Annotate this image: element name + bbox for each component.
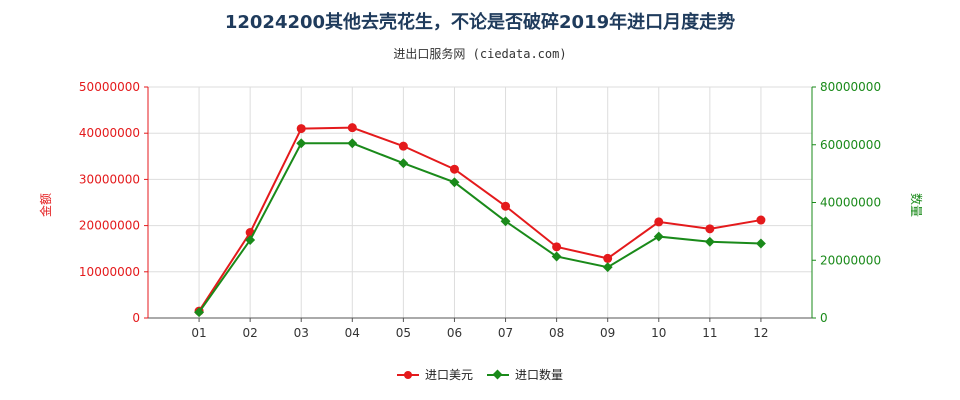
data-point-quantity	[551, 251, 562, 262]
data-point-amount	[501, 201, 511, 211]
x-tick-label: 05	[396, 326, 411, 340]
data-point-amount	[603, 253, 613, 263]
y-tick-label-right: 60000000	[820, 138, 881, 152]
y-tick-label-left: 0	[132, 311, 140, 325]
data-point-amount	[552, 242, 562, 252]
y-tick-label-right: 40000000	[820, 196, 881, 210]
data-point-amount	[398, 141, 408, 151]
x-tick-label: 08	[549, 326, 564, 340]
data-point-quantity	[602, 262, 613, 273]
legend-item-quantity[interactable]: 进口数量	[487, 366, 563, 383]
legend-line-amount	[397, 370, 419, 379]
y-tick-label-left: 50000000	[79, 80, 140, 94]
y-tick-label-left: 30000000	[79, 172, 140, 186]
data-point-quantity	[449, 177, 460, 188]
data-point-quantity	[245, 235, 256, 245]
legend: 进口美元 进口数量	[0, 366, 960, 386]
y-axis-title-left: 金额	[38, 193, 53, 217]
y-tick-label-left: 40000000	[79, 126, 140, 140]
x-tick-label: 10	[651, 326, 666, 340]
x-tick-label: 02	[243, 326, 258, 340]
legend-label-quantity: 进口数量	[515, 368, 564, 382]
series-line-amount	[198, 126, 762, 312]
y-tick-label-left: 20000000	[79, 219, 140, 233]
data-point-quantity	[653, 231, 664, 242]
data-point-quantity	[500, 216, 511, 227]
x-tick-label: 09	[600, 326, 615, 340]
data-point-quantity	[704, 236, 715, 247]
x-tick-label: 06	[447, 326, 462, 340]
x-tick-label: 07	[498, 326, 513, 340]
chart-title: 12024200其他去壳花生，不论是否破碎2019年进口月度走势	[224, 12, 736, 33]
x-tick-label: 12	[753, 326, 768, 340]
data-point-quantity	[194, 307, 205, 318]
y-tick-label-right: 80000000	[820, 80, 881, 94]
y-tick-label-right: 0	[820, 311, 828, 325]
x-tick-label: 01	[191, 326, 206, 340]
data-point-amount	[756, 215, 766, 225]
legend-line-quantity	[487, 369, 509, 379]
data-point-amount	[654, 217, 664, 227]
y-axis-title-right: 数量	[909, 193, 924, 217]
data-point-amount	[449, 164, 459, 174]
x-tick-label: 11	[702, 326, 717, 340]
x-tick-label: 03	[294, 326, 309, 340]
legend-item-amount[interactable]: 进口美元	[397, 366, 473, 383]
y-tick-label-left: 10000000	[79, 265, 140, 279]
y-tick-label-right: 20000000	[820, 253, 881, 267]
data-point-amount	[296, 124, 306, 134]
chart-subtitle: 进出口服务网 (ciedata.com)	[393, 47, 567, 61]
series-line-quantity	[198, 142, 761, 313]
data-point-amount	[705, 224, 715, 234]
legend-label-amount: 进口美元	[425, 368, 474, 382]
data-point-quantity	[755, 238, 766, 249]
data-point-quantity	[296, 138, 307, 149]
x-tick-label: 04	[345, 326, 360, 340]
data-point-amount	[347, 123, 357, 133]
data-point-quantity	[347, 138, 358, 149]
data-point-quantity	[398, 158, 409, 169]
